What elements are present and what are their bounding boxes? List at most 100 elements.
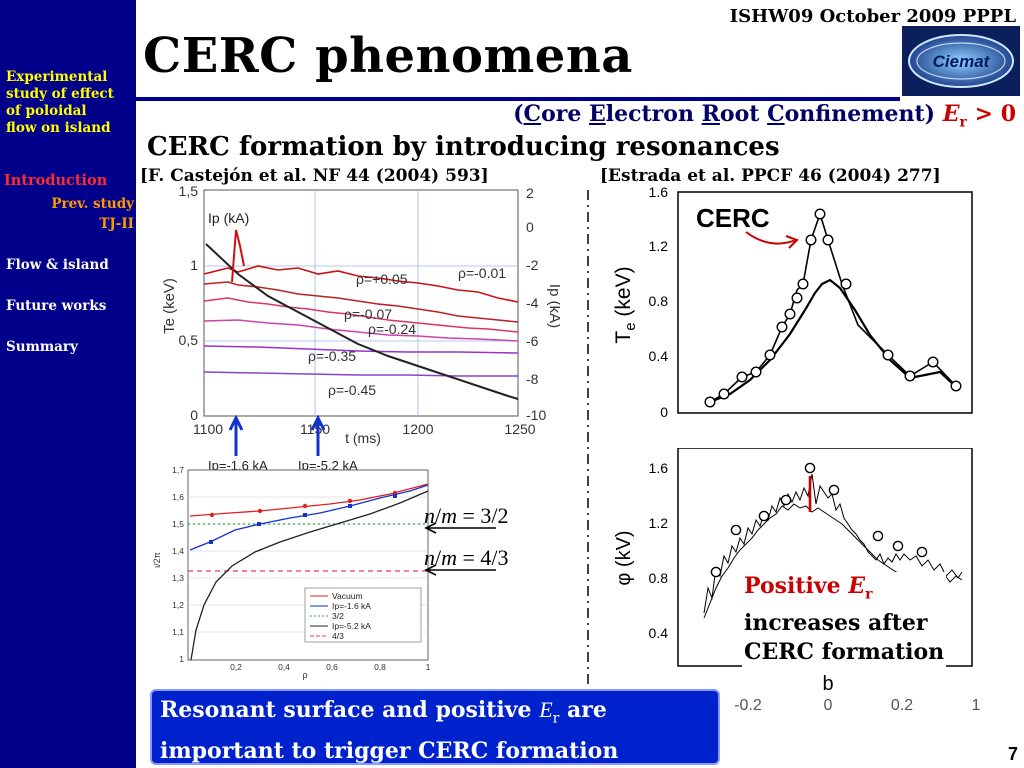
arrow-left-icon <box>424 564 496 576</box>
legend-item: 3/2 <box>332 611 344 621</box>
section-heading: CERC formation by introducing resonances <box>147 132 780 162</box>
y-axis-label: Te (keV) <box>612 266 639 343</box>
rho-label: ρ=-0.45 <box>328 382 376 398</box>
y-tick-right: -2 <box>526 257 539 273</box>
y-axis-label: φ (kV) <box>613 530 635 585</box>
y-tick: 0.8 <box>649 293 669 309</box>
vacuum-curve <box>189 483 429 517</box>
sidebar-nav: Experimental study of effect of poloidal… <box>0 0 136 768</box>
legend-item: Vacuum <box>332 591 363 601</box>
arrow-up-icon <box>310 414 326 456</box>
y-tick: 1.2 <box>649 515 669 531</box>
sidebar-item-flow-island[interactable]: Flow & island <box>6 257 109 273</box>
y-tick: 1,6 <box>172 492 184 502</box>
reference-left: [F. Castejón et al. NF 44 (2004) 593] <box>140 166 489 186</box>
y-tick: 0.8 <box>649 570 669 586</box>
x-tick: 0,2 <box>230 662 242 672</box>
title-divider <box>136 97 900 101</box>
resonance-label-3-2: n/m = 3/2 <box>424 503 509 528</box>
x-tick: 1200 <box>402 421 433 437</box>
ip-52-curve <box>190 490 429 661</box>
logo-text: Ciemat <box>933 52 991 71</box>
sidebar-item-introduction[interactable]: Introduction <box>4 172 108 189</box>
y-tick: 0 <box>660 404 668 420</box>
x-tick: 1 <box>426 662 431 672</box>
y-tick: 0.4 <box>649 348 669 364</box>
x-axis-label: t (ms) <box>345 430 381 446</box>
iota-figure: Vacuum Ip=-1.6 kA 3/2 Ip=-5.2 kA 4/3 1,7… <box>152 465 431 680</box>
y-axis-label: Te (keV) <box>161 278 178 334</box>
arrow-label: Ip=-1.6 kA <box>208 458 268 473</box>
sidebar-item-prev-study[interactable]: Prev. study <box>51 196 134 212</box>
te-trace-3 <box>203 297 519 333</box>
legend-ip: Ip (kA) <box>208 210 249 226</box>
y-tick: 1.2 <box>649 238 669 254</box>
te-time-figure: Ip (kA) ρ=+0.05 ρ=-0.01 ρ=-0.07 ρ=-0.24 … <box>161 186 560 473</box>
legend-item: 4/3 <box>332 631 344 641</box>
conclusion-box: Resonant surface and positive Er are imp… <box>150 689 720 765</box>
y-tick-right: 2 <box>526 186 534 201</box>
y-tick-right: -6 <box>526 333 539 349</box>
phi-noisy-trace-1 <box>703 473 963 614</box>
y-tick: 0,5 <box>179 332 199 348</box>
resonance-label-4-3: n/m = 4/3 <box>424 545 509 570</box>
x-tick: -0.2 <box>734 697 762 714</box>
y-tick: 1 <box>190 257 198 273</box>
y-tick-right: -4 <box>526 295 539 311</box>
y-tick: 1,5 <box>172 519 184 529</box>
y-tick: 1,5 <box>179 186 199 199</box>
y-tick-right: 0 <box>526 219 534 235</box>
arrow-label: Ip=-5.2 kA <box>298 458 358 473</box>
vertical-separator <box>587 190 589 690</box>
y-tick: 1,4 <box>172 546 184 556</box>
ip-spike <box>231 229 245 283</box>
y-tick: 1,7 <box>172 465 184 475</box>
te-trace-5 <box>203 345 519 354</box>
resonance-arrows <box>424 522 496 576</box>
y-tick: 1.6 <box>649 184 669 200</box>
arrow-left-icon <box>424 522 496 534</box>
sidebar-item-label: study of effect <box>6 86 114 102</box>
conference-label: ISHW09 October 2009 PPPL <box>729 6 1016 27</box>
cerc-subtitle: (Core Electron Root Confinement) Er > 0 <box>513 101 1016 131</box>
y-tick: 0 <box>190 407 198 423</box>
te-trace-1 <box>203 265 519 303</box>
sidebar-item-experimental-study[interactable]: Experimental study of effect of poloidal… <box>6 69 114 137</box>
ciemat-logo: Ciemat <box>902 26 1020 96</box>
te-trace-2 <box>203 281 519 323</box>
sidebar-item-label: flow on island <box>6 120 111 136</box>
y-tick: 1,3 <box>172 573 184 583</box>
x-tick: 1100 <box>193 421 223 437</box>
y-tick: 1,2 <box>172 600 184 610</box>
x-tick: 1 <box>972 697 980 714</box>
y-axis-label: ι/2π <box>152 552 162 568</box>
sidebar-item-future-works[interactable]: Future works <box>6 298 107 314</box>
x-tick: 1250 <box>504 421 535 437</box>
legend-item: Ip=-1.6 kA <box>332 601 371 611</box>
te-profile-figure: 1.6 1.2 0.8 0.4 0 Te (keV) CERC <box>612 184 973 420</box>
rho-label: ρ=-0.07 <box>344 306 392 322</box>
sidebar-item-tj-ii[interactable]: TJ-II <box>99 216 134 232</box>
rho-label: ρ=-0.01 <box>458 265 506 281</box>
arrow-up-icon <box>228 414 244 456</box>
cerc-label: CERC <box>696 203 770 233</box>
legend-item: Ip=-5.2 kA <box>332 621 371 631</box>
te-trace-6 <box>203 371 518 377</box>
sidebar-item-label: of poloidal <box>6 103 87 119</box>
x-tick: 0,6 <box>326 662 338 672</box>
y-tick-right: -8 <box>526 371 539 387</box>
sidebar-item-summary[interactable]: Summary <box>6 339 78 355</box>
x-axis-label: b <box>822 673 833 695</box>
reference-right: [Estrada et al. PPCF 46 (2004) 277] <box>600 166 941 186</box>
y-tick: 1,1 <box>172 627 184 637</box>
page-number: 7 <box>1007 744 1018 764</box>
positive-er-note: Positive Er increases after CERC formati… <box>742 572 947 668</box>
y-tick: 0.4 <box>649 625 669 641</box>
arrow-right-icon <box>745 231 799 249</box>
y-tick: 1.6 <box>649 460 669 476</box>
y-axis-label-right: Ip (kA) <box>546 284 560 328</box>
x-tick: 0,8 <box>374 662 386 672</box>
x-tick: 0,4 <box>278 662 290 672</box>
te-trace-4 <box>203 319 519 342</box>
x-tick: 0 <box>824 697 833 714</box>
